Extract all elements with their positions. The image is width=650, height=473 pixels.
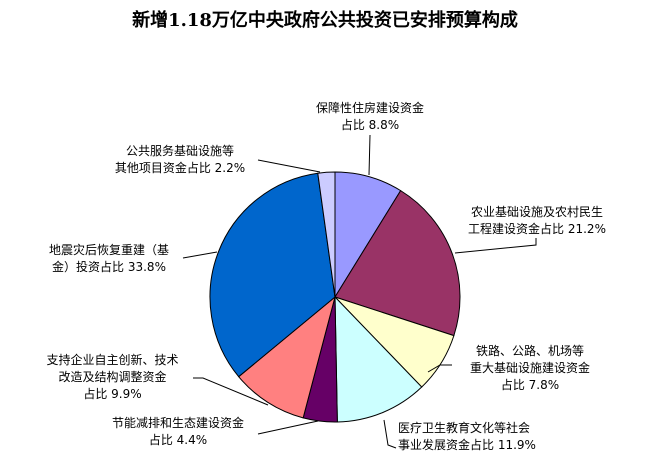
pie-slice-6 <box>209 172 336 378</box>
label-line: 医疗卫生教育文化等社会 <box>398 421 531 435</box>
leader-line-0 <box>368 134 371 176</box>
leader-line-7 <box>257 159 321 173</box>
leader-line-1 <box>454 238 537 254</box>
slice-label-infrastructure: 铁路、公路、机场等 重大基础设施建设资金 占比 7.8% <box>455 343 605 394</box>
label-line: 占比 8.8% <box>340 118 400 132</box>
slice-label-social-services: 医疗卫生教育文化等社会 事业发展资金占比 11.9% <box>398 420 563 454</box>
pie-slice-5 <box>237 295 336 419</box>
leader-line-5 <box>193 377 269 406</box>
label-line: 事业发展资金占比 11.9% <box>398 438 536 452</box>
leader-line-4 <box>257 420 319 435</box>
chart-title: 新增1.18万亿中央政府公共投资已安排预算构成 <box>132 10 518 31</box>
label-line: 支持企业自主创新、技术 <box>46 353 179 367</box>
label-line: 节能减排和生态建设资金 <box>111 416 244 430</box>
slice-label-earthquake-reconstruction: 地震灾后恢复重建（基 金）投资占比 33.8% <box>34 242 184 276</box>
label-line: 占比 4.4% <box>148 433 208 447</box>
slice-label-energy-ecology: 节能减排和生态建设资金 占比 4.4% <box>98 415 258 449</box>
label-line: 公共服务基础设施等 <box>125 144 234 158</box>
label-line: 金）投资占比 33.8% <box>52 260 166 274</box>
leader-line-6 <box>182 251 218 259</box>
leader-line-2 <box>427 364 452 373</box>
pie-slice-1 <box>334 189 461 337</box>
label-line: 地震灾后恢复重建（基 <box>48 243 169 257</box>
label-line: 占比 7.8% <box>500 378 560 392</box>
label-line: 占比 9.9% <box>83 387 142 401</box>
slice-label-affordable-housing: 保障性住房建设资金 占比 8.8% <box>290 100 450 134</box>
label-line: 铁路、公路、机场等 <box>475 344 584 358</box>
label-line: 重大基础设施建设资金 <box>469 361 590 375</box>
slice-label-agriculture: 农业基础设施及农村民生 工程建设资金占比 21.2% <box>452 204 622 238</box>
pie-slice-3 <box>334 295 423 423</box>
label-line: 农业基础设施及农村民生 <box>470 205 603 219</box>
leader-line-3 <box>383 419 397 449</box>
label-line: 保障性住房建设资金 <box>315 101 424 115</box>
slice-label-enterprise-innovation: 支持企业自主创新、技术 改造及结构调整资金 占比 9.9% <box>30 352 195 403</box>
slice-label-public-services-other: 公共服务基础设施等 其他项目资金占比 2.2% <box>100 143 260 177</box>
label-line: 工程建设资金占比 21.2% <box>468 222 606 236</box>
label-line: 其他项目资金占比 2.2% <box>114 161 246 175</box>
label-line: 改造及结构调整资金 <box>58 370 167 384</box>
pie-slice-7 <box>317 171 336 298</box>
